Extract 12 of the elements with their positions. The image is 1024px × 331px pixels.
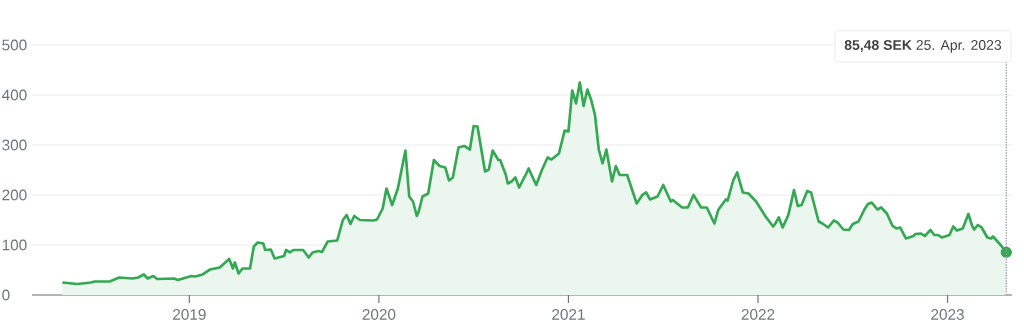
x-tick-label: 2021 (552, 309, 585, 320)
y-tick-label: 500 (2, 39, 27, 51)
y-tick-label: 100 (2, 239, 27, 251)
x-tick-label: 2023 (931, 309, 964, 320)
x-tick-label: 2022 (741, 309, 775, 320)
y-tick-label: 0 (2, 289, 10, 301)
annotation: 85,48 SEK 25. Apr. 2023 (844, 40, 1002, 53)
x-tick-label: 2020 (362, 309, 396, 320)
y-tick-label: 200 (2, 189, 27, 201)
y-tick-label: 400 (1, 89, 27, 101)
y-tick-label: 300 (2, 139, 27, 151)
x-tick-label: 2019 (173, 309, 206, 320)
